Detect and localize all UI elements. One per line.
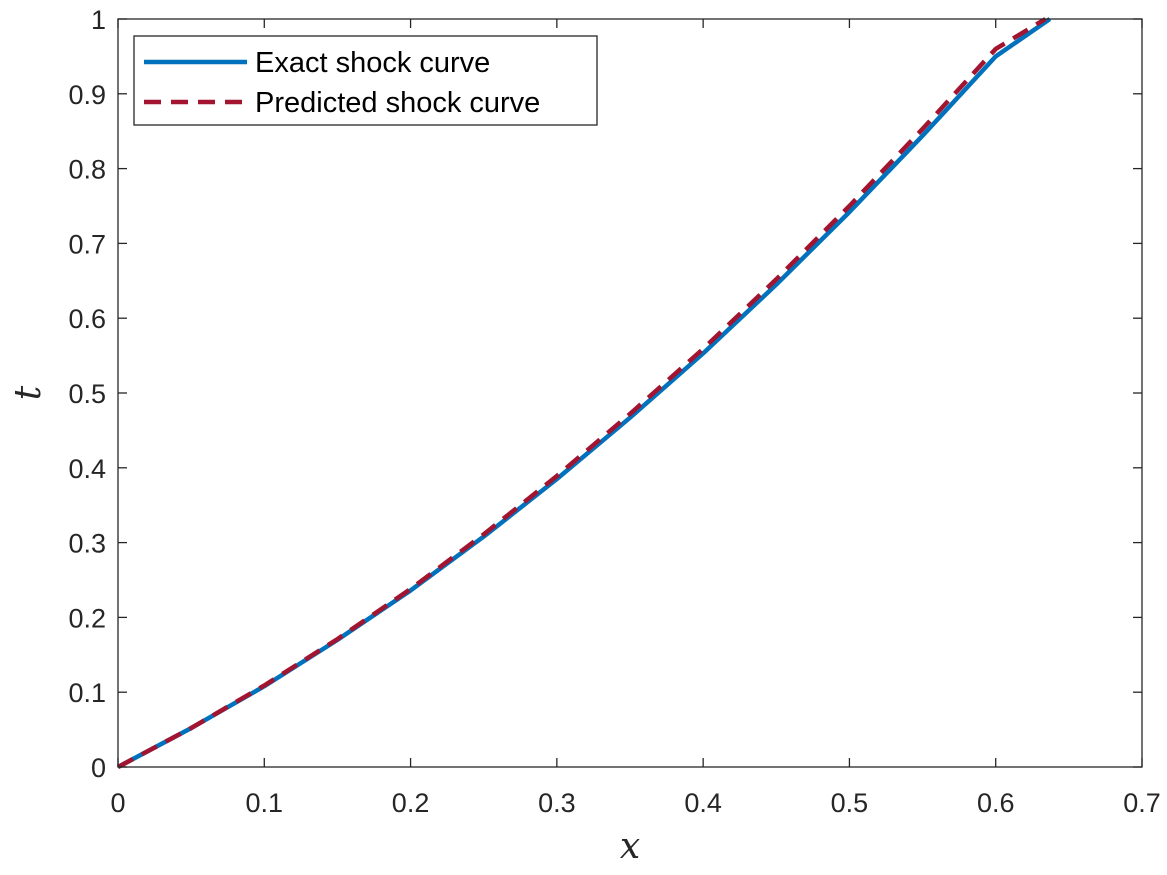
y-tick-label: 0.8 [68, 155, 106, 185]
legend-box [133, 35, 598, 126]
series-line-predicted [116, 17, 1047, 769]
x-tick-label: 0.1 [246, 788, 284, 818]
y-axis-label: t [8, 385, 49, 400]
x-tick-label: 0.3 [538, 788, 576, 818]
y-tick-label: 0.7 [68, 229, 106, 259]
x-axis-label: x [620, 826, 640, 867]
plot-area [118, 19, 1142, 767]
x-tick-label: 0 [110, 788, 125, 818]
legend: Exact shock curve Predicted shock curve [133, 35, 598, 126]
ticks-layer: 0 0.1 0.2 0.3 0.4 0.5 0.6 0.7 0 0.1 0.2 0.3 0.4 0.5 0.… [68, 5, 1160, 818]
legend-label-predicted: Predicted shock curve [255, 87, 540, 119]
y-tick-label: 1 [91, 5, 106, 35]
y-tick-label: 0 [91, 753, 106, 783]
y-tick-label: 0.6 [68, 304, 106, 334]
x-tick-label: 0.7 [1123, 788, 1161, 818]
y-tick-label: 0.4 [68, 454, 106, 484]
x-tick-label: 0.5 [831, 788, 869, 818]
y-tick-label: 0.2 [68, 603, 106, 633]
x-tick-label: 0.4 [684, 788, 722, 818]
series-line-exact [116, 17, 1052, 769]
x-tick-label: 0.2 [392, 788, 430, 818]
y-tick-label: 0.1 [68, 678, 106, 708]
series-layer [116, 17, 1052, 769]
legend-label-exact: Exact shock curve [255, 47, 490, 79]
x-tick-label: 0.6 [977, 788, 1015, 818]
y-tick-label: 0.3 [68, 529, 106, 559]
y-tick-label: 0.9 [68, 80, 106, 110]
y-tick-label: 0.5 [68, 379, 106, 409]
